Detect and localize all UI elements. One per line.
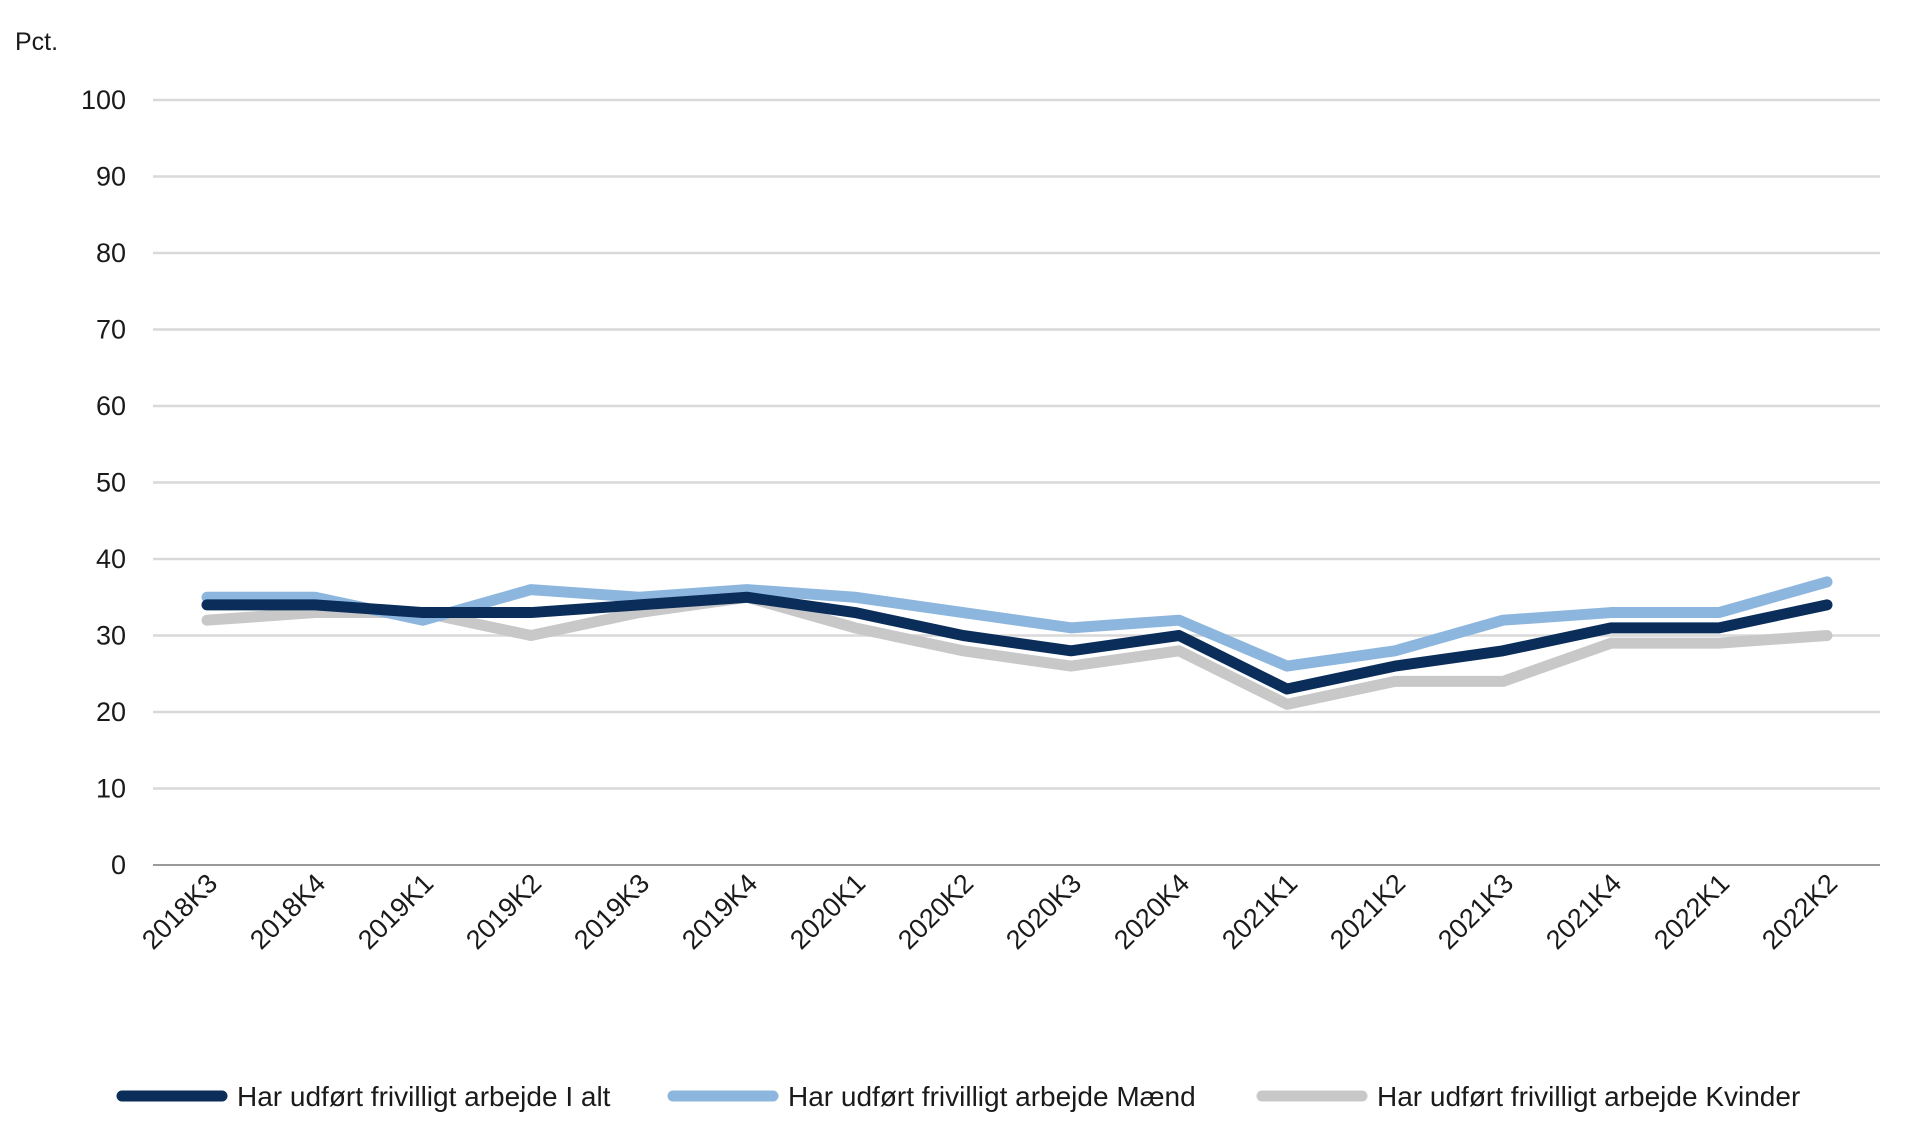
- legend-label: Har udført frivilligt arbejde Kvinder: [1377, 1081, 1800, 1112]
- legend: Har udført frivilligt arbejde I alt Har u…: [116, 1081, 1800, 1112]
- y-tick-label: 40: [96, 544, 126, 574]
- y-tick-label: 20: [96, 697, 126, 727]
- y-axis-ticks: 0 10 20 30 40 50 60 70 80 90 100: [81, 85, 126, 880]
- y-tick-label: 100: [81, 85, 126, 115]
- y-tick-label: 50: [96, 468, 126, 498]
- series-line-0: [201, 591, 1833, 695]
- y-tick-label: 60: [96, 391, 126, 421]
- x-tick-label: 2020K4: [1108, 868, 1195, 955]
- x-tick-label: 2022K1: [1648, 868, 1735, 955]
- x-tick-label: 2020K3: [1000, 868, 1087, 955]
- x-tick-label: 2019K4: [676, 868, 763, 955]
- x-tick-label: 2020K1: [784, 868, 871, 955]
- x-tick-label: 2020K2: [892, 868, 979, 955]
- x-tick-label: 2018K3: [136, 868, 223, 955]
- x-tick-label: 2021K1: [1216, 868, 1303, 955]
- y-tick-label: 30: [96, 621, 126, 651]
- x-tick-label: 2021K3: [1432, 868, 1519, 955]
- x-tick-label: 2019K2: [460, 868, 547, 955]
- gridlines: [153, 98, 1880, 866]
- x-tick-label: 2019K1: [352, 868, 439, 955]
- y-tick-label: 70: [96, 315, 126, 345]
- y-tick-label: 90: [96, 162, 126, 192]
- legend-label: Har udført frivilligt arbejde I alt: [237, 1081, 611, 1112]
- x-axis-ticks: 2018K3 2018K4 2019K1 2019K2 2019K3 2019K4 2020…: [136, 868, 1843, 955]
- y-tick-label: 10: [96, 774, 126, 804]
- x-tick-label: 2021K4: [1540, 868, 1627, 955]
- series-lines: [201, 576, 1833, 710]
- y-tick-label: 0: [111, 850, 126, 880]
- series-line-2: [201, 591, 1833, 710]
- y-tick-label: 80: [96, 238, 126, 268]
- x-tick-label: 2022K2: [1756, 868, 1843, 955]
- y-axis-label: Pct.: [15, 28, 58, 56]
- series-line-1: [201, 576, 1833, 672]
- x-tick-label: 2018K4: [244, 868, 331, 955]
- legend-label: Har udført frivilligt arbejde Mænd: [788, 1081, 1196, 1112]
- x-tick-label: 2019K3: [568, 868, 655, 955]
- x-tick-label: 2021K2: [1324, 868, 1411, 955]
